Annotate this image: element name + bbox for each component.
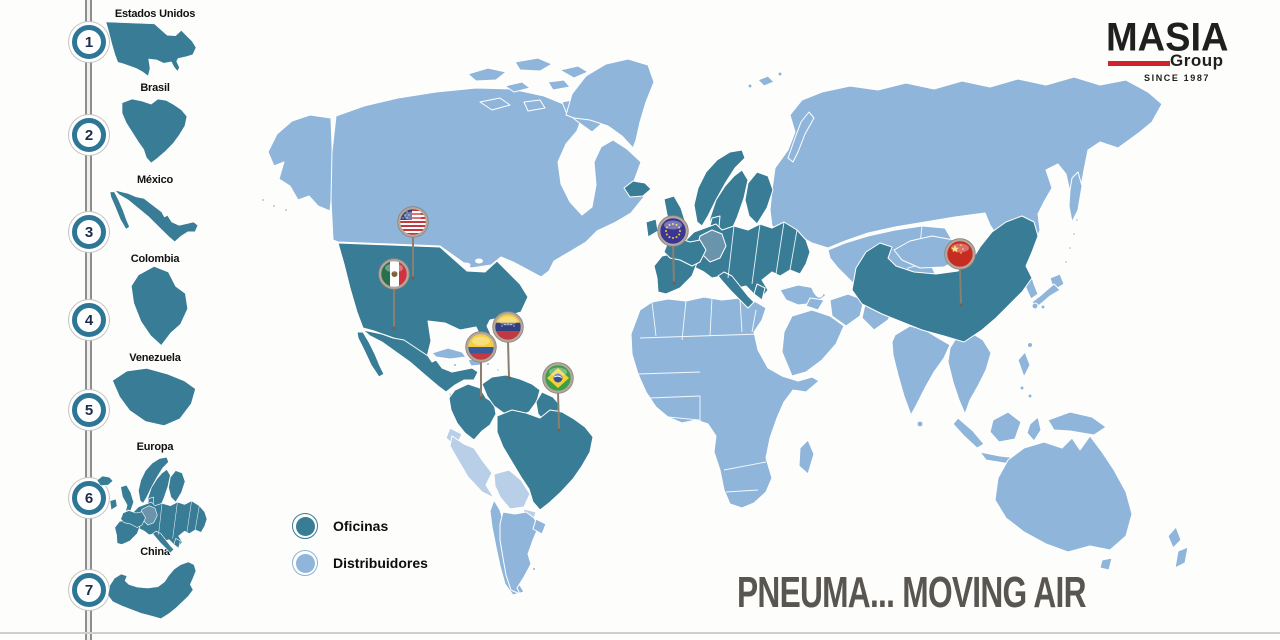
number-text: 6 [84, 489, 94, 507]
legend-offices-label: Oficinas [333, 518, 389, 534]
number-text: 2 [84, 126, 94, 144]
region-russia [747, 71, 1163, 271]
tagline: PNEUMA... MOVING AIR [737, 568, 1086, 617]
colombia-flag-pin [465, 331, 497, 400]
logo-brand-text: MASIA [1106, 15, 1229, 60]
sidebar-label-mexico: México [136, 174, 174, 186]
mexico-flag-pin [378, 258, 410, 330]
region-oceania [994, 435, 1189, 571]
number-text: 4 [84, 311, 94, 329]
region-southeast-asia-islands [952, 342, 1107, 465]
legend-distributors: Distribuidores [292, 550, 428, 576]
number-text: 3 [84, 223, 94, 241]
region-south-america-light [445, 427, 547, 596]
silhouette-brasil [122, 99, 187, 163]
sidebar-number-2: 2 [72, 118, 106, 152]
sidebar-label-venezuela: Venezuela [129, 352, 181, 364]
usa-flag-pin [397, 206, 429, 280]
sidebar-label-estados-unidos: Estados Unidos [114, 8, 196, 20]
sidebar-label-china: China [140, 546, 170, 558]
sidebar-label-europa: Europa [136, 441, 174, 453]
region-south-asia [891, 325, 992, 428]
legend-distributors-label: Distribuidores [333, 555, 428, 571]
logo-red-bar [1108, 61, 1170, 66]
sidebar-number-7: 7 [72, 573, 106, 607]
silhouette-estados-unidos [106, 22, 196, 76]
silhouette-europa [97, 456, 207, 553]
china-flag-pin [944, 238, 976, 307]
masia-group-logo: MASIA Group SINCE 1987 [1106, 18, 1266, 88]
sidebar-number-5: 5 [72, 393, 106, 427]
silhouette-china [108, 562, 197, 619]
region-africa [630, 296, 820, 509]
region-greenland [565, 58, 655, 149]
sidebar-label-colombia: Colombia [130, 253, 180, 265]
bottom-edge-line [0, 632, 1280, 634]
number-text: 1 [84, 33, 94, 51]
sidebar-number-3: 3 [72, 215, 106, 249]
distributors-dot-icon [292, 550, 318, 576]
silhouette-mexico [110, 190, 198, 242]
sidebar-label-brasil: Brasil [140, 82, 170, 94]
sidebar-number-1: 1 [72, 25, 106, 59]
silhouette-venezuela [112, 368, 196, 426]
offices-dot-icon [292, 513, 318, 539]
legend-offices: Oficinas [292, 513, 388, 539]
europe-flag-pin [657, 215, 689, 285]
sidebar-number-6: 6 [72, 481, 106, 515]
logo-group-text: Group [1170, 51, 1224, 70]
logo-since-text: SINCE 1987 [1144, 73, 1211, 83]
number-text: 5 [84, 401, 94, 419]
number-text: 7 [84, 581, 94, 599]
brazil-flag-pin [542, 362, 574, 432]
silhouette-colombia [131, 266, 188, 346]
venezuela-flag-pin [492, 311, 524, 380]
sidebar-number-4: 4 [72, 303, 106, 337]
